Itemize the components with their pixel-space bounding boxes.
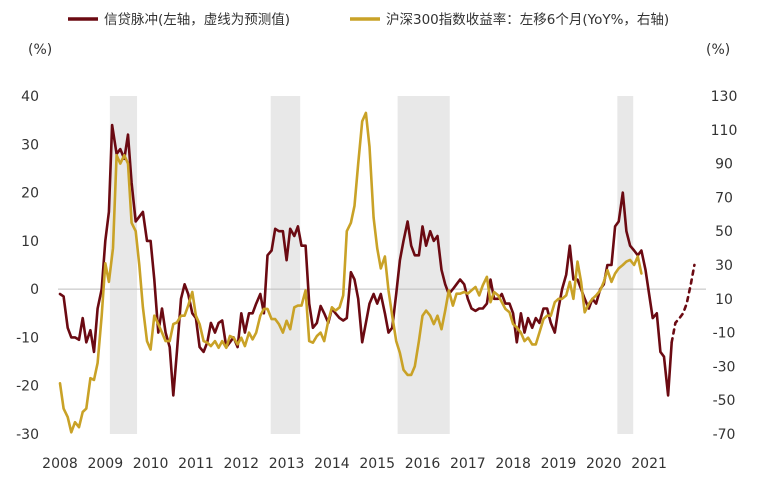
shaded-period-1 (270, 96, 301, 434)
left-tick-label: 40 (21, 89, 39, 105)
left-tick-label: -30 (16, 427, 39, 443)
left-tick-label: 10 (21, 234, 39, 250)
x-tick-label: 2021 (631, 456, 667, 472)
right-tick-label: 90 (715, 157, 733, 173)
x-tick-label: 2018 (495, 456, 531, 472)
left-tick-label: 20 (21, 186, 39, 202)
right-tick-label: -50 (713, 393, 736, 409)
left-axis-ticks: 40 30 20 10 0 -10 -20 -30 (16, 89, 39, 443)
shaded-periods (109, 96, 634, 434)
right-tick-label: 50 (715, 224, 733, 240)
left-tick-label: 0 (30, 282, 39, 298)
left-tick-label: -10 (16, 330, 39, 346)
right-tick-label: 70 (715, 190, 733, 206)
right-tick-label: 110 (711, 123, 738, 139)
series-line-2 (58, 111, 643, 434)
x-tick-label: 2014 (314, 456, 350, 472)
right-tick-label: -30 (713, 359, 736, 375)
legend-label-csi300: 沪深300指数收益率：左移6个月(YoY%，右轴) (386, 11, 669, 28)
series-line-1 (670, 263, 696, 344)
x-tick-label: 2009 (87, 456, 123, 472)
x-tick-label: 2011 (178, 456, 214, 472)
x-tick-label: 2010 (133, 456, 169, 472)
series-line-0 (58, 123, 673, 397)
x-tick-label: 2013 (269, 456, 305, 472)
left-tick-label: -20 (16, 379, 39, 395)
left-axis-unit: (%) (28, 42, 52, 58)
right-tick-label: 30 (715, 258, 733, 274)
x-tick-label: 2008 (42, 456, 78, 472)
right-tick-label: -70 (713, 427, 736, 443)
x-tick-label: 2012 (223, 456, 259, 472)
left-tick-label: 30 (21, 137, 39, 153)
x-tick-label: 2015 (359, 456, 395, 472)
shaded-period-3 (617, 96, 634, 434)
right-axis-ticks: 130 110 90 70 50 30 10 -10 -30 -50 -70 (711, 89, 738, 443)
right-tick-label: -10 (713, 326, 736, 342)
shaded-period-0 (109, 96, 138, 434)
x-tick-label: 2016 (405, 456, 441, 472)
right-tick-label: 10 (715, 292, 733, 308)
right-axis-unit: (%) (706, 42, 730, 58)
series-layer (58, 111, 696, 434)
x-tick-label: 2020 (586, 456, 622, 472)
x-tick-label: 2019 (541, 456, 577, 472)
right-tick-label: 130 (711, 89, 738, 105)
legend-label-credit: 信贷脉冲(左轴，虚线为预测值) (104, 12, 290, 28)
x-tick-label: 2017 (450, 456, 486, 472)
x-axis-ticks: 2008 2009 2010 2011 2012 2013 2014 2015 2016 2017… (42, 456, 667, 472)
